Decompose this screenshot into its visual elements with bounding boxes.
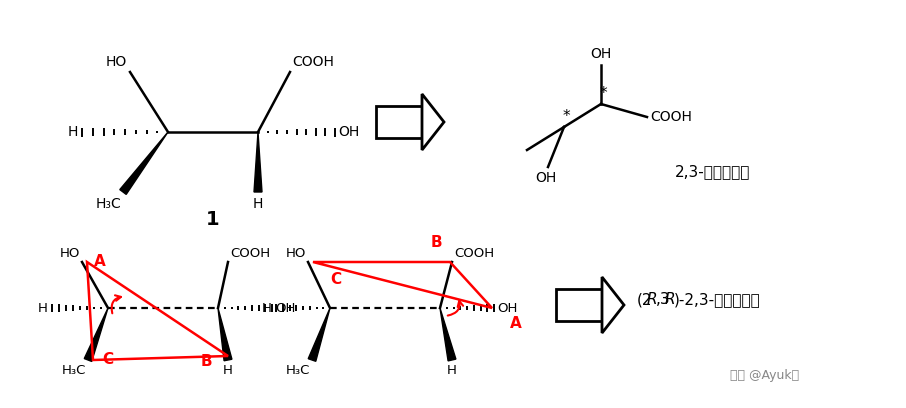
Polygon shape (602, 277, 624, 333)
Text: *: * (599, 86, 607, 101)
Text: H: H (68, 125, 78, 139)
Text: OH: OH (591, 47, 612, 61)
Polygon shape (556, 289, 602, 321)
Text: C: C (102, 353, 113, 368)
Text: H₃C: H₃C (285, 364, 310, 377)
Text: B: B (430, 235, 442, 250)
Text: 2,3-二羟基丁酸: 2,3-二羟基丁酸 (675, 164, 750, 180)
Text: OH: OH (497, 302, 517, 315)
Text: ,3: ,3 (656, 293, 670, 308)
Text: 1: 1 (207, 210, 220, 229)
Text: HO: HO (60, 247, 80, 260)
Text: COOH: COOH (454, 247, 494, 260)
Text: OH: OH (338, 125, 360, 139)
Text: H₃C: H₃C (95, 197, 121, 211)
Text: A: A (510, 316, 522, 331)
Text: COOH: COOH (650, 110, 692, 124)
Text: COOH: COOH (292, 55, 334, 69)
Text: (2: (2 (637, 293, 652, 308)
Text: H: H (447, 364, 457, 377)
Text: HO: HO (106, 55, 127, 69)
Text: )-2,3-二羟基丁酸: )-2,3-二羟基丁酸 (674, 293, 761, 308)
Text: OH: OH (275, 302, 295, 315)
Polygon shape (308, 308, 330, 361)
Text: H₃C: H₃C (62, 364, 86, 377)
Text: C: C (330, 272, 342, 287)
Polygon shape (218, 308, 232, 361)
Text: H: H (223, 364, 233, 377)
Text: R: R (665, 293, 676, 308)
Text: H: H (253, 197, 263, 211)
Text: COOH: COOH (230, 247, 270, 260)
Text: H: H (262, 302, 272, 315)
Text: *: * (563, 109, 570, 124)
Text: A: A (94, 253, 106, 268)
Text: 知乎 @Ayuk李: 知乎 @Ayuk李 (730, 368, 799, 381)
Text: HO: HO (285, 247, 306, 260)
Polygon shape (254, 132, 262, 192)
Polygon shape (376, 106, 422, 138)
Polygon shape (120, 132, 168, 194)
Text: H: H (38, 302, 48, 315)
Text: R: R (647, 293, 658, 308)
Text: B: B (200, 355, 212, 370)
Polygon shape (84, 308, 108, 361)
Text: OH: OH (535, 171, 556, 185)
Polygon shape (422, 94, 444, 150)
Polygon shape (440, 308, 456, 361)
